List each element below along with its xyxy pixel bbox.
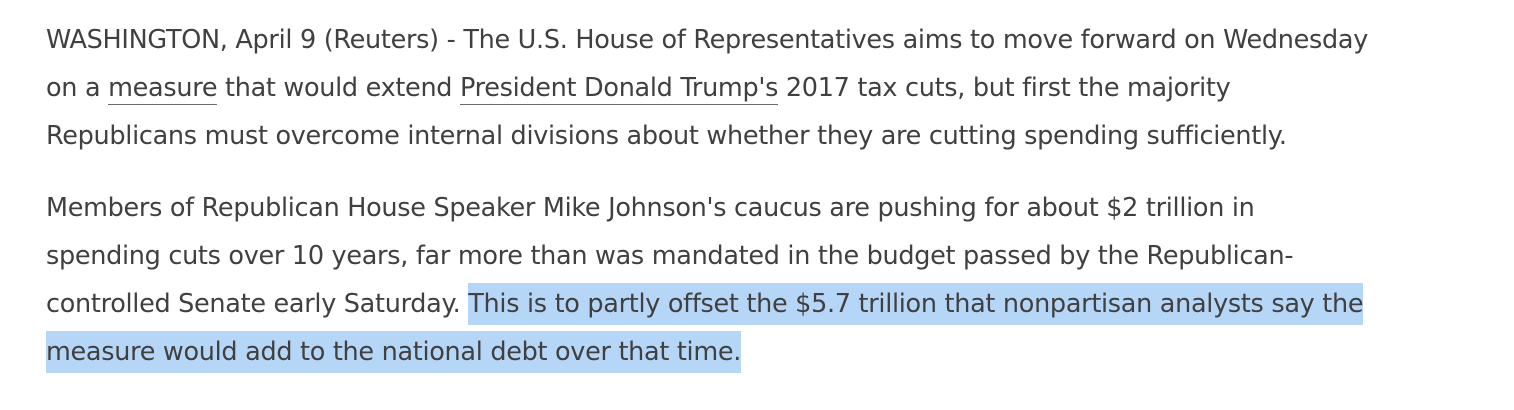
paragraph-1-text: on a xyxy=(46,73,109,103)
selected-text-highlight[interactable]: measure would add to the national debt o… xyxy=(46,331,741,373)
paragraph-1-text: 2017 tax cuts, but first the majority xyxy=(778,73,1231,103)
article-paragraph-2: Members of Republican House Speaker Mike… xyxy=(46,184,1486,376)
paragraph-1-line-3: Republicans must overcome internal divis… xyxy=(46,121,1287,151)
paragraph-1-text: that would extend xyxy=(217,73,460,103)
paragraph-2-text: controlled Senate early Saturday. xyxy=(46,289,469,319)
paragraph-1-line-1: WASHINGTON, April 9 (Reuters) - The U.S.… xyxy=(46,25,1369,55)
president-donald-trump-link[interactable]: President Donald Trump's xyxy=(460,73,779,105)
article-paragraph-1: WASHINGTON, April 9 (Reuters) - The U.S.… xyxy=(46,16,1486,160)
measure-link[interactable]: measure xyxy=(108,73,218,105)
paragraph-2-line-2: spending cuts over 10 years, far more th… xyxy=(46,241,1294,271)
paragraph-2-line-3: controlled Senate early Saturday. This i… xyxy=(46,280,1486,328)
selected-text-highlight[interactable]: This is to partly offset the $5.7 trilli… xyxy=(468,283,1364,325)
paragraph-1-line-2: on a measure that would extend President… xyxy=(46,64,1486,112)
paragraph-2-line-1: Members of Republican House Speaker Mike… xyxy=(46,193,1255,223)
paragraph-2-line-4: measure would add to the national debt o… xyxy=(46,328,1486,376)
article-body: WASHINGTON, April 9 (Reuters) - The U.S.… xyxy=(46,16,1486,376)
